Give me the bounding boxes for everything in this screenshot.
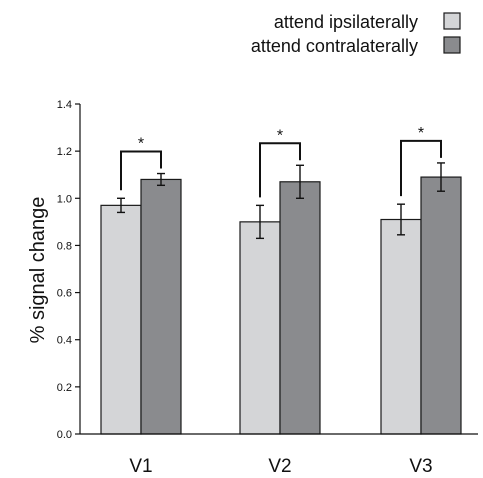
legend-label-2: attend contralaterally — [251, 36, 418, 56]
significance-star-V2: * — [277, 127, 283, 144]
y-tick-label-0.6: 0.6 — [57, 288, 72, 300]
bar-V3-2 — [420, 176, 462, 435]
bracket-V2 — [259, 142, 301, 198]
y-tick-label-0.2: 0.2 — [57, 382, 72, 394]
error-bars — [117, 162, 445, 240]
bar-V3-1 — [380, 218, 422, 435]
bar-V1-1 — [100, 204, 142, 435]
y-tick-label-1.0: 1.0 — [57, 193, 72, 205]
axes: V1 V2 V3 0.0 0.2 0.4 0.6 0.8 1.0 1.2 1.4 — [57, 99, 478, 477]
y-tick-label-1.2: 1.2 — [57, 146, 72, 158]
significance-brackets: * * * — [120, 125, 442, 198]
x-tick-label-V3: V3 — [409, 456, 432, 477]
y-tick-label-0.4: 0.4 — [57, 335, 72, 347]
x-tick-label-V1: V1 — [129, 456, 152, 477]
bar-V1-2 — [140, 178, 182, 435]
x-tick-label-V2: V2 — [268, 456, 291, 477]
bracket-V3 — [400, 139, 442, 197]
bracket-V1 — [120, 150, 162, 191]
legend-label-1: attend ipsilaterally — [274, 12, 418, 32]
significance-star-V3: * — [418, 125, 424, 142]
significance-star-V1: * — [138, 136, 144, 153]
bar-V2-1 — [239, 221, 281, 435]
y-axis-label: % signal change — [27, 197, 49, 344]
bar-V2-2 — [279, 181, 321, 435]
bars — [100, 176, 462, 435]
legend-swatch-2 — [443, 36, 461, 54]
y-tick-label-1.4: 1.4 — [57, 99, 72, 111]
legend-swatch-1 — [443, 12, 461, 30]
y-tick-label-0.0: 0.0 — [57, 429, 72, 441]
legend: attend ipsilaterally attend contralateral… — [251, 12, 461, 56]
y-tick-label-0.8: 0.8 — [57, 240, 72, 252]
